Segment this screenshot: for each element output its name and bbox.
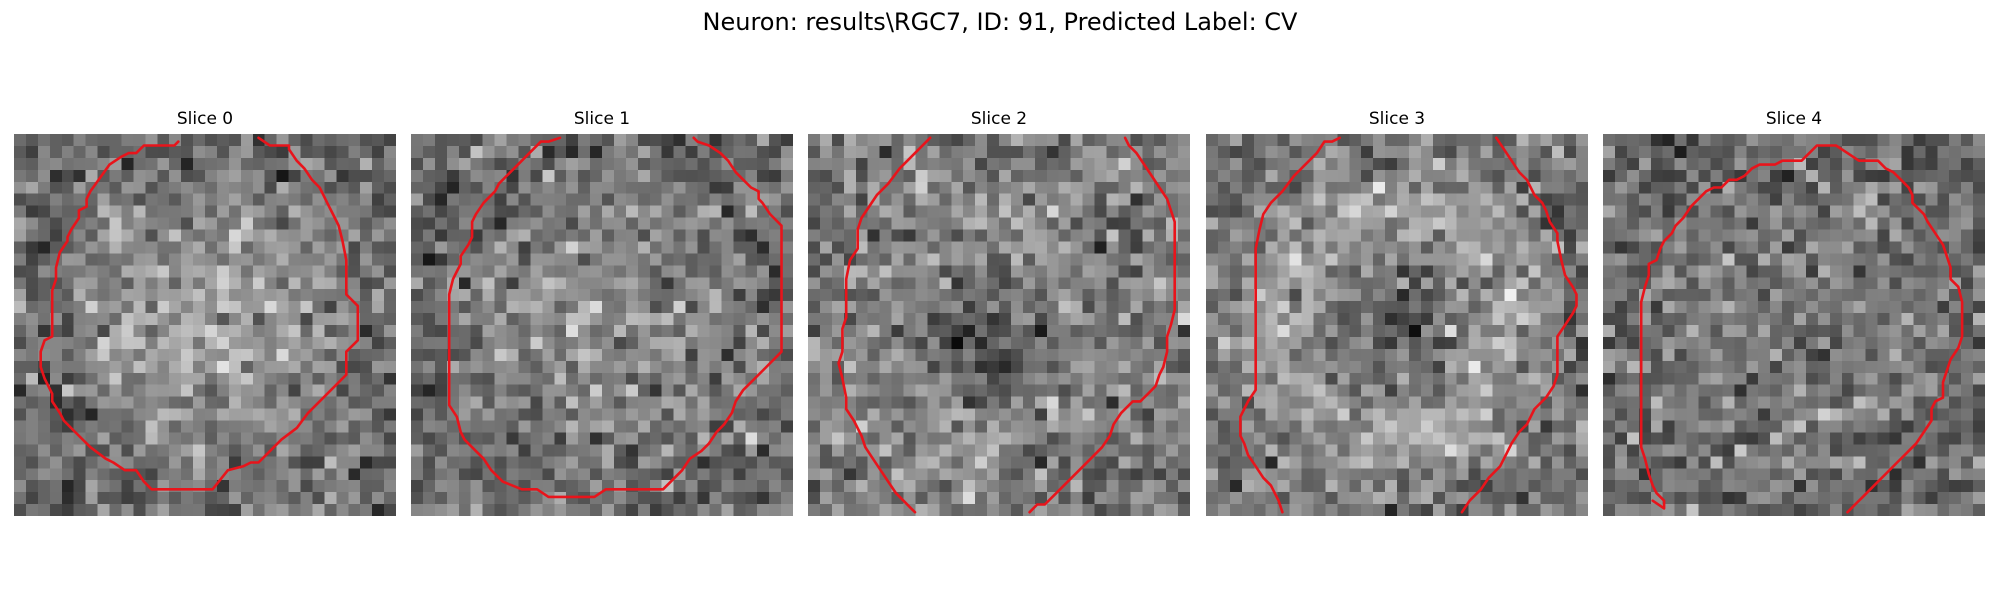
- slice-title: Slice 1: [573, 109, 631, 129]
- slice-image: [1603, 134, 1985, 516]
- slice-title: Slice 3: [1368, 109, 1426, 129]
- slice-panel-1: Slice 1: [411, 108, 793, 516]
- pixel-grid: [1603, 134, 1985, 516]
- slice-title: Slice 2: [970, 109, 1028, 129]
- slice-image: [808, 134, 1190, 516]
- contour-line: [837, 136, 932, 514]
- slice-panel-3: Slice 3: [1206, 108, 1588, 516]
- slice-panel-4: Slice 4: [1603, 108, 1985, 516]
- slice-image: [1206, 134, 1588, 516]
- slice-image: [411, 134, 793, 516]
- pixel-grid: [14, 134, 396, 516]
- contour-line: [1460, 136, 1578, 514]
- contour-line: [1639, 144, 1964, 514]
- slice-title: Slice 4: [1765, 109, 1823, 129]
- pixel-grid: [808, 134, 1190, 516]
- slice-panel-2: Slice 2: [808, 108, 1190, 516]
- slice-image: [14, 134, 396, 516]
- slice-panel-0: Slice 0: [14, 108, 396, 516]
- pixel-grid: [411, 134, 793, 516]
- contour-line: [39, 136, 360, 491]
- contour-line: [1239, 136, 1341, 514]
- pixel-grid: [1206, 134, 1588, 516]
- figure-title: Neuron: results\RGC7, ID: 91, Predicted …: [702, 8, 1298, 36]
- contour-line: [1028, 136, 1177, 514]
- contour-line: [447, 136, 783, 499]
- slice-title: Slice 0: [176, 109, 234, 129]
